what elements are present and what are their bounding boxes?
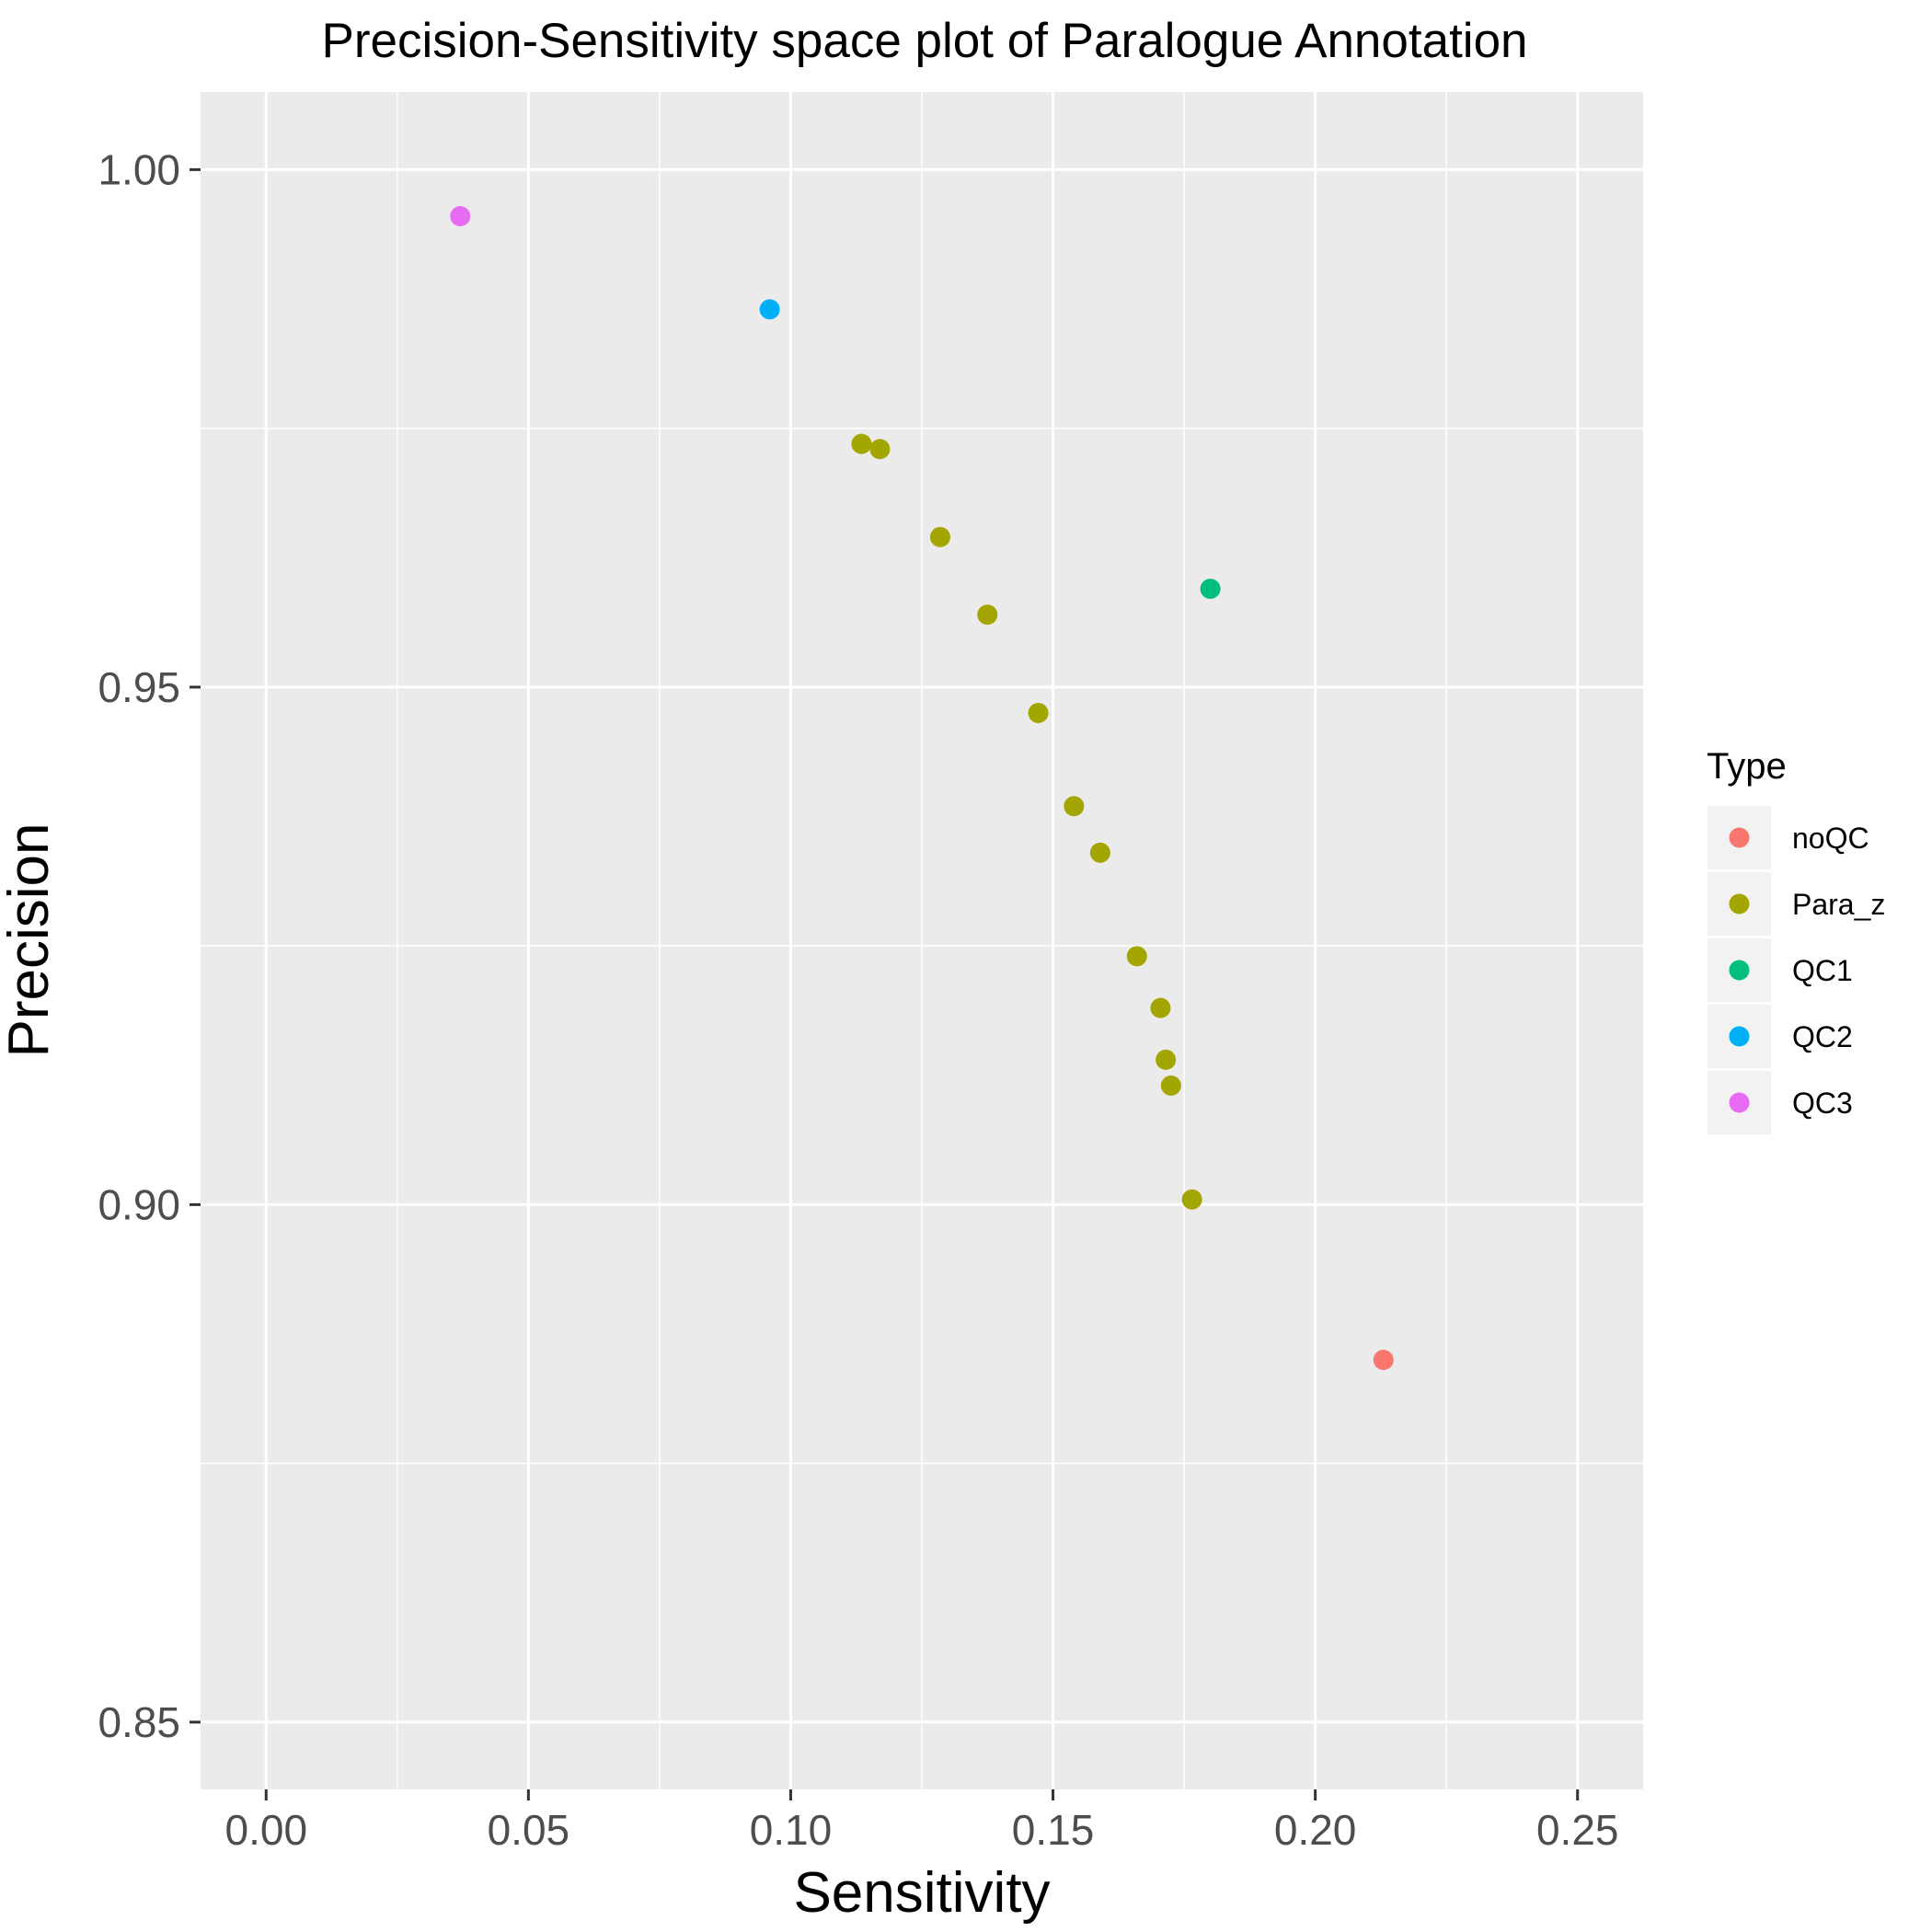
x-tick-label: 0.00 (225, 1806, 308, 1854)
point-qc1 (1200, 579, 1221, 599)
legend-title: Type (1707, 746, 1787, 787)
point-para-z (1150, 997, 1171, 1018)
point-para-z (1181, 1189, 1202, 1210)
legend-swatch-qc1 (1729, 960, 1750, 981)
legend: Type noQC Para_z QC1 QC2 QC3 (1707, 746, 1885, 1134)
legend-swatch-para-z (1729, 893, 1750, 914)
major-gridlines (201, 92, 1643, 1789)
minor-gridlines (201, 92, 1643, 1789)
legend-swatch-noqc (1729, 827, 1750, 848)
point-qc3 (450, 206, 471, 226)
point-para-z (1028, 703, 1049, 723)
legend-label-noqc: noQC (1792, 822, 1869, 855)
y-tick-label: 1.00 (98, 145, 180, 193)
data-points (450, 206, 1394, 1371)
x-tick-label: 0.15 (1012, 1806, 1095, 1854)
legend-label-para-z: Para_z (1792, 888, 1885, 921)
point-para-z (1156, 1049, 1177, 1070)
point-para-z (977, 604, 998, 626)
point-para-z (1126, 946, 1147, 967)
point-qc2 (759, 299, 780, 320)
legend-items: noQC Para_z QC1 QC2 QC3 (1708, 806, 1885, 1134)
x-tick-label: 0.20 (1274, 1806, 1357, 1854)
legend-label-qc1: QC1 (1792, 954, 1853, 987)
y-tick-label: 0.95 (98, 663, 180, 711)
legend-swatch-qc2 (1729, 1026, 1750, 1047)
x-tick-label: 0.25 (1536, 1806, 1619, 1854)
point-para-z (1089, 842, 1110, 863)
x-tick-label: 0.10 (750, 1806, 833, 1854)
y-tick-label: 0.85 (98, 1698, 180, 1746)
point-para-z (929, 526, 950, 547)
x-tick-label: 0.05 (488, 1806, 570, 1854)
x-axis: 0.00 0.05 0.10 0.15 0.20 0.25 (225, 1789, 1619, 1854)
chart-title: Precision-Sensitivity space plot of Para… (321, 14, 1527, 68)
y-axis: 0.85 0.90 0.95 1.00 (98, 145, 201, 1746)
point-para-z (869, 439, 891, 460)
legend-label-qc2: QC2 (1792, 1020, 1853, 1053)
x-axis-title: Sensitivity (793, 1861, 1050, 1925)
point-para-z (1160, 1075, 1181, 1096)
legend-label-qc3: QC3 (1792, 1087, 1853, 1120)
point-para-z (1064, 796, 1085, 817)
point-noqc (1373, 1350, 1394, 1371)
y-axis-title: Precision (0, 823, 61, 1058)
legend-swatch-qc3 (1729, 1092, 1750, 1113)
point-para-z (851, 433, 872, 454)
y-tick-label: 0.90 (98, 1180, 180, 1228)
